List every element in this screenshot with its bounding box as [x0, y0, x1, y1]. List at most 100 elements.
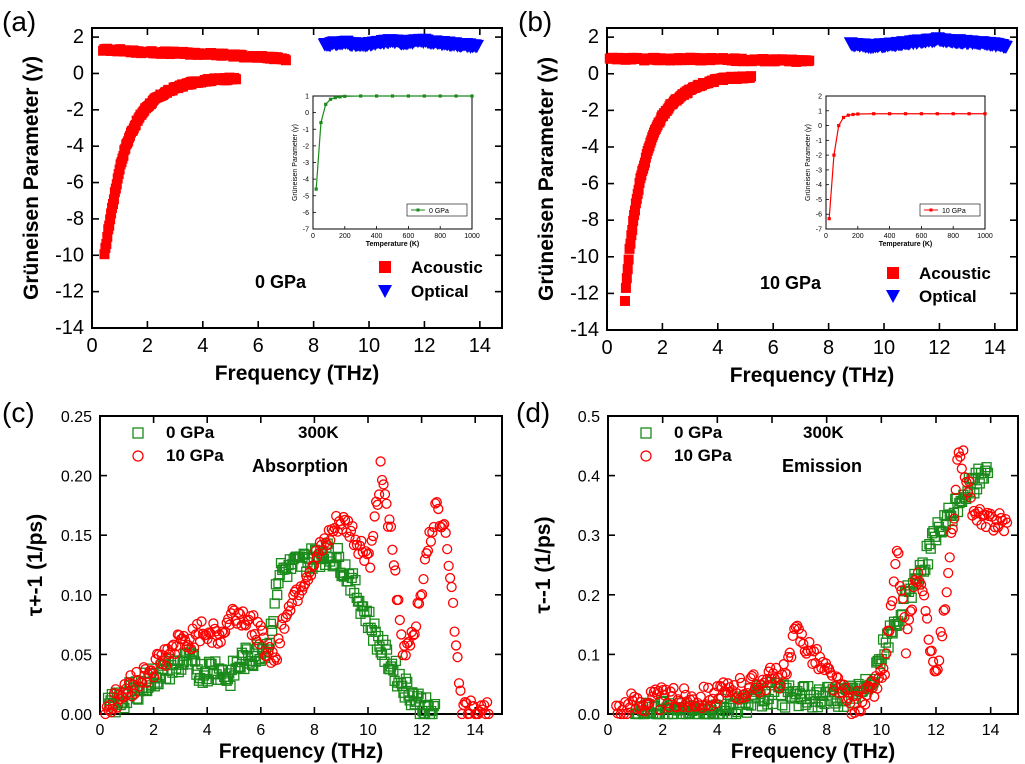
data-point	[359, 555, 370, 566]
x-tick-label: 14	[469, 335, 491, 357]
data-point	[633, 184, 644, 195]
data-point	[935, 525, 946, 536]
inset-point	[919, 112, 923, 116]
data-point	[620, 295, 631, 306]
x-tick-label: 12	[927, 722, 945, 739]
panel-a: (a)0 2 4 6 8 10 12 1420-2-4-6-8-10-12-14Frequen…	[2, 6, 503, 385]
data-point	[394, 614, 405, 626]
y-tick-label: 0.4	[578, 469, 600, 486]
series-10-gpa	[611, 445, 1013, 720]
data-point	[665, 686, 676, 697]
y-tick-label: 0.05	[61, 647, 92, 664]
data-point	[111, 179, 122, 190]
inset-point	[319, 121, 323, 125]
data-point	[982, 467, 994, 479]
data-point	[893, 548, 904, 559]
data-point	[625, 238, 636, 249]
data-point	[446, 581, 457, 593]
data-point	[949, 513, 960, 524]
data-point	[926, 645, 937, 656]
data-point	[400, 673, 412, 684]
data-point	[902, 580, 913, 591]
legend-label-acoustic: Acoustic	[411, 258, 483, 277]
data-point	[980, 465, 991, 476]
legend-marker-10gpa	[132, 450, 144, 462]
data-point	[126, 691, 138, 702]
data-point	[789, 623, 800, 635]
data-point	[447, 597, 459, 609]
data-point	[188, 649, 200, 660]
data-point	[922, 559, 934, 570]
x-tick-label: 6	[768, 722, 777, 739]
data-point	[884, 625, 895, 637]
y-tick-label: 0.20	[61, 469, 92, 486]
data-point	[642, 699, 654, 710]
data-point	[997, 515, 1008, 527]
data-point	[440, 527, 451, 538]
data-point	[831, 671, 842, 682]
data-point	[116, 690, 127, 702]
inset-point	[856, 112, 860, 116]
data-point	[927, 656, 939, 667]
data-point	[375, 456, 386, 467]
data-point	[364, 606, 375, 618]
x-tick-label: 2	[142, 335, 153, 357]
data-point	[189, 656, 201, 667]
data-point	[915, 579, 927, 590]
data-point	[279, 623, 290, 634]
x-axis-label: Frequency (THz)	[219, 740, 384, 763]
data-point	[137, 677, 148, 688]
inset-y-tick-label: -4	[816, 182, 822, 189]
data-point	[388, 560, 400, 571]
data-point	[631, 193, 642, 204]
data-point	[814, 651, 826, 663]
data-point	[425, 536, 437, 547]
inset-y-tick-label: -5	[816, 197, 822, 204]
y-tick-label: 0.15	[61, 528, 92, 545]
inset-point	[837, 123, 841, 128]
data-point	[400, 650, 411, 661]
inset-x-tick-label: 600	[916, 233, 928, 240]
data-point	[332, 542, 343, 554]
plot-frame	[607, 415, 1019, 715]
data-point	[654, 708, 665, 720]
data-point	[1001, 517, 1013, 528]
plot-frame	[91, 27, 503, 329]
data-point	[108, 194, 119, 205]
data-point	[698, 681, 709, 692]
data-point	[430, 498, 441, 509]
data-point	[758, 677, 770, 688]
data-point	[210, 656, 221, 667]
data-point	[950, 484, 961, 495]
data-point	[331, 510, 342, 522]
data-point	[262, 646, 274, 657]
data-point	[369, 618, 380, 629]
data-point	[935, 626, 946, 638]
y-tick-label: 2	[73, 26, 84, 48]
temperature-annotation: 300K	[803, 423, 844, 442]
panel-b: (b)0 2 4 6 8 10 12 1420-2-4-6-8-10-12-14Frequen…	[518, 6, 1018, 387]
data-point	[923, 634, 934, 645]
y-tick-label: -6	[581, 173, 599, 195]
inset-y-tick-label: -7	[816, 227, 822, 234]
inset-y-axis-label: Grüneisen Parameter (γ)	[292, 124, 299, 201]
data-point	[419, 554, 431, 565]
data-point	[873, 672, 884, 684]
data-point	[196, 616, 207, 627]
legend-label-0gpa: 0 GPa	[674, 423, 723, 442]
data-point	[325, 535, 336, 546]
data-point	[147, 667, 158, 678]
x-tick-label: 4	[713, 722, 722, 739]
legend-label-10gpa: 10 GPa	[166, 446, 224, 465]
data-point	[804, 636, 815, 648]
x-tick-label: 8	[823, 337, 834, 359]
data-point	[838, 701, 849, 712]
data-point	[125, 670, 136, 681]
data-point	[905, 606, 916, 617]
x-tick-label: 10	[873, 337, 895, 359]
data-point	[384, 514, 395, 525]
data-point	[710, 698, 721, 709]
data-point	[900, 648, 912, 659]
data-point	[427, 527, 438, 538]
inset-y-tick-label: -6	[303, 210, 309, 217]
